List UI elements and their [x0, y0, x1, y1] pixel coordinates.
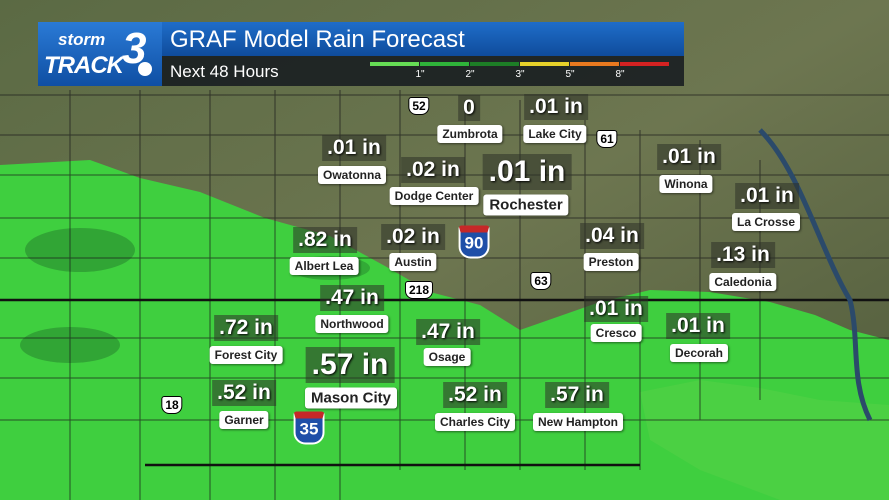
logo-text: TRACK: [44, 52, 124, 79]
legend-swatch: [520, 62, 569, 66]
city-label: Rochester: [483, 194, 569, 216]
city-label: New Hampton: [532, 413, 624, 431]
logo-eye: [138, 62, 152, 76]
city-label: Osage: [423, 348, 471, 366]
rain-heavy: [25, 228, 135, 272]
subtitle-bar: Next 48 Hours 1" 2" 3" 5" 8": [162, 56, 684, 86]
city-label: Decorah: [669, 344, 729, 362]
city-label: Zumbrota: [437, 125, 503, 143]
logo: storm TRACK 3: [38, 22, 162, 86]
city-label: Dodge Center: [389, 187, 479, 205]
logo-text: storm: [58, 30, 106, 49]
legend-swatch: [420, 62, 469, 66]
rain-amount: .01 in: [524, 94, 588, 120]
highway-shield: 18: [161, 396, 183, 414]
legend-swatch: [470, 62, 519, 66]
rain-amount: .02 in: [381, 224, 445, 250]
rain-amount: .57 in: [545, 382, 609, 408]
rain-amount: .57 in: [305, 347, 395, 383]
highway-shield: 52: [408, 97, 430, 115]
city-label: Cresco: [590, 324, 642, 342]
rain-amount: .47 in: [416, 319, 480, 345]
subtitle: Next 48 Hours: [170, 62, 279, 81]
rain-amount: .52 in: [212, 380, 276, 406]
city-label: Garner: [219, 411, 269, 429]
rain-amount: .13 in: [711, 242, 775, 268]
highway-shield: 90: [458, 225, 490, 259]
rain-amount: .01 in: [666, 313, 730, 339]
rain-area: [640, 380, 889, 500]
city-label: La Crosse: [731, 213, 801, 231]
rain-amount: .01 in: [735, 183, 799, 209]
legend-swatch: [570, 62, 619, 66]
rain-amount: .72 in: [214, 315, 278, 341]
city-label: Northwood: [315, 315, 389, 333]
rain-amount: .82 in: [293, 227, 357, 253]
highway-shield: 63: [530, 272, 552, 290]
header: storm TRACK 3 GRAF Model Rain Forecast N…: [38, 22, 684, 86]
rain-amount: .01 in: [584, 296, 648, 322]
highway-shield: 35: [293, 411, 325, 445]
rain-amount: .47 in: [320, 285, 384, 311]
city-label: Lake City: [523, 125, 587, 143]
title-bar: GRAF Model Rain Forecast: [162, 22, 684, 56]
rain-amount: 0: [458, 95, 480, 121]
highway-shield: 218: [404, 281, 434, 299]
legend-swatch: [370, 62, 419, 66]
legend-label: 5": [565, 69, 575, 80]
city-label: Caledonia: [709, 273, 777, 291]
city-label: Forest City: [209, 346, 283, 364]
legend-swatch: [620, 62, 669, 66]
rain-amount: .01 in: [322, 135, 386, 161]
city-label: Mason City: [304, 387, 398, 409]
city-label: Preston: [583, 253, 639, 271]
legend-label: 8": [615, 69, 625, 80]
city-label: Winona: [659, 175, 713, 193]
river: [758, 128, 873, 422]
city-label: Charles City: [434, 413, 516, 431]
title: GRAF Model Rain Forecast: [170, 26, 465, 53]
city-label: Albert Lea: [289, 257, 359, 275]
legend-label: 1": [415, 69, 425, 80]
rain-amount: .52 in: [443, 382, 507, 408]
legend-label: 3": [515, 69, 525, 80]
rain-amount: .01 in: [482, 154, 572, 190]
highway-shield: 61: [596, 130, 618, 148]
city-label: Owatonna: [317, 166, 387, 184]
rain-amount: .04 in: [580, 223, 644, 249]
rain-amount: .02 in: [401, 157, 465, 183]
rain-amount: .01 in: [657, 144, 721, 170]
city-label: Austin: [389, 253, 437, 271]
legend-label: 2": [465, 69, 475, 80]
